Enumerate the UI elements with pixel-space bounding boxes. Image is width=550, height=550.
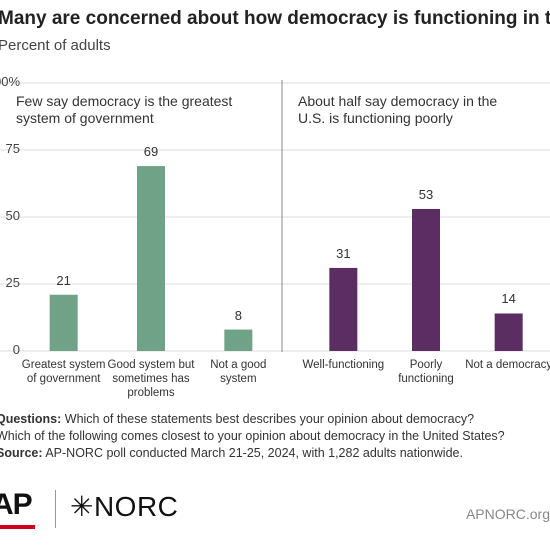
note: Questions: Which of these statements bes… xyxy=(0,412,474,426)
note-text: Which of the following comes closest to … xyxy=(0,429,505,443)
value-label: 53 xyxy=(418,186,434,202)
note: Source: AP-NORC poll conducted March 21-… xyxy=(0,446,463,460)
note-text: Which of these statements best describes… xyxy=(64,412,475,426)
x-tick-label: Poorly functioning xyxy=(398,359,454,385)
note-label: Questions: xyxy=(0,412,62,426)
x-tick-label: Not a good system xyxy=(210,359,267,385)
note-text: AP-NORC poll conducted March 21-25, 2024… xyxy=(45,446,463,460)
bar xyxy=(329,267,358,351)
note-label: Source: xyxy=(0,446,43,460)
x-tick-label: Good system but sometimes has problems xyxy=(107,359,195,399)
value-label: 69 xyxy=(143,144,159,160)
subtitle: Percent of adults xyxy=(0,37,111,54)
y-tick-label: 75 xyxy=(5,141,20,156)
note: Which of the following comes closest to … xyxy=(0,429,505,443)
value-label: 31 xyxy=(336,245,351,261)
y-tick-label: 25 xyxy=(5,275,20,290)
y-tick-label: 100% xyxy=(0,74,20,89)
ap-logo-bar xyxy=(0,525,35,529)
x-tick-label: Not a democracy xyxy=(465,359,550,371)
y-tick-label: 0 xyxy=(12,342,20,357)
x-tick-label: Well-functioning xyxy=(302,359,385,371)
bar xyxy=(224,329,253,351)
title: Many are concerned about how democracy i… xyxy=(0,8,550,29)
url[interactable]: APNORC.org xyxy=(465,506,550,522)
value-label: 21 xyxy=(56,272,71,288)
separator xyxy=(55,490,56,528)
x-tick-label: Greatest system of government xyxy=(21,359,106,385)
bar xyxy=(494,313,523,351)
ap-logo: AP xyxy=(0,488,33,521)
bar xyxy=(412,208,440,351)
bar xyxy=(137,166,165,351)
panel-annotation: About half say democracy in the U.S. is … xyxy=(298,93,498,126)
bar xyxy=(49,294,78,351)
y-tick-label: 50 xyxy=(5,208,20,223)
panel-annotation: Few say democracy is the greatest system… xyxy=(16,93,233,126)
norc-logo: ✳NORC xyxy=(70,491,179,522)
value-label: 8 xyxy=(234,307,242,323)
value-label: 14 xyxy=(501,291,516,307)
